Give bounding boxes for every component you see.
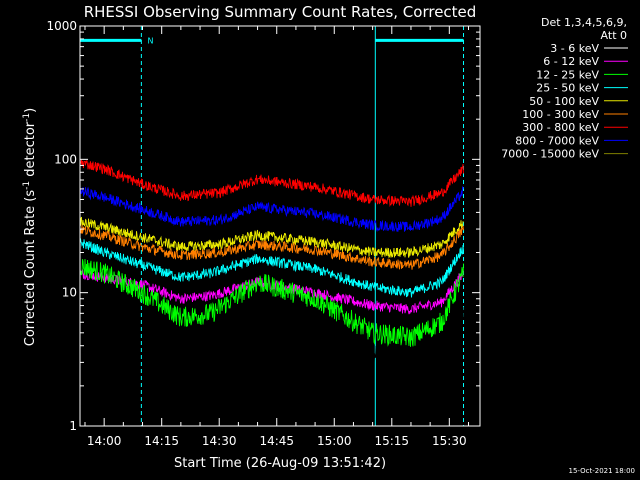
legend-title-line-1: Det 1,3,4,5,6,9, [541, 16, 627, 29]
legend-label: 12 - 25 keV [536, 68, 599, 81]
series-line [79, 238, 464, 298]
legend-label: 50 - 100 keV [529, 95, 599, 108]
y-axis-label-sup2: -1 [22, 113, 32, 122]
chart-title: RHESSI Observing Summary Count Rates, Co… [84, 3, 477, 21]
series-3-6-kev [79, 274, 464, 368]
legend-label: 100 - 300 keV [522, 108, 599, 121]
legend-label: 3 - 6 keV [550, 42, 599, 55]
x-tick-label: 15:00 [317, 434, 352, 448]
axes: 1 10 100 1000 14:00 14:15 14:30 14:45 15:00 15:15… [46, 19, 481, 448]
legend-label: 7000 - 15000 keV [501, 148, 599, 161]
x-axis-label: Start Time (26-Aug-09 13:51:42) [174, 456, 386, 471]
y-axis-label-mid: detector [23, 121, 38, 181]
legend-label: 300 - 800 keV [522, 121, 599, 134]
y-axis-label: Corrected Count Rate (s-1 detector-1) [22, 108, 38, 346]
series-layer [79, 159, 464, 368]
legend-label: 800 - 7000 keV [515, 134, 599, 147]
series-line [79, 274, 464, 368]
series-800-7000-kev [79, 185, 464, 233]
y-tick-label: 1000 [46, 19, 77, 33]
x-tick-label: 14:00 [87, 434, 122, 448]
series-line [79, 216, 464, 259]
y-tick-label: 10 [62, 286, 77, 300]
y-tick-label: 1 [69, 419, 77, 433]
series-300-800-kev [79, 159, 464, 208]
series-50-100-kev [79, 216, 464, 259]
series-12-25-kev [79, 258, 464, 347]
x-tick-label: 14:45 [259, 434, 294, 448]
footer-timestamp: 15-Oct-2021 18:00 [569, 467, 635, 475]
plot-frame [79, 25, 481, 427]
series-line [79, 185, 464, 233]
legend-label: 6 - 12 keV [543, 55, 599, 68]
series-line [79, 224, 464, 270]
y-axis-label-main: Corrected Count Rate (s [23, 190, 38, 347]
series-25-50-kev [79, 238, 464, 298]
y-axis-label-sup1: -1 [22, 181, 32, 190]
y-tick-label: 100 [54, 152, 77, 166]
series-line [79, 159, 464, 208]
x-tick-label: 15:15 [374, 434, 409, 448]
legend-title-line-2: Att 0 [601, 29, 627, 42]
x-tick-label: 15:30 [432, 434, 467, 448]
series-100-300-kev [79, 224, 464, 270]
series-line [79, 258, 464, 347]
y-axis-label-end: ) [23, 108, 38, 113]
x-tick-label: 14:15 [144, 434, 179, 448]
x-tick-label: 14:30 [202, 434, 237, 448]
night-marker-label: N [147, 36, 153, 45]
legend-label: 25 - 50 keV [536, 82, 599, 95]
